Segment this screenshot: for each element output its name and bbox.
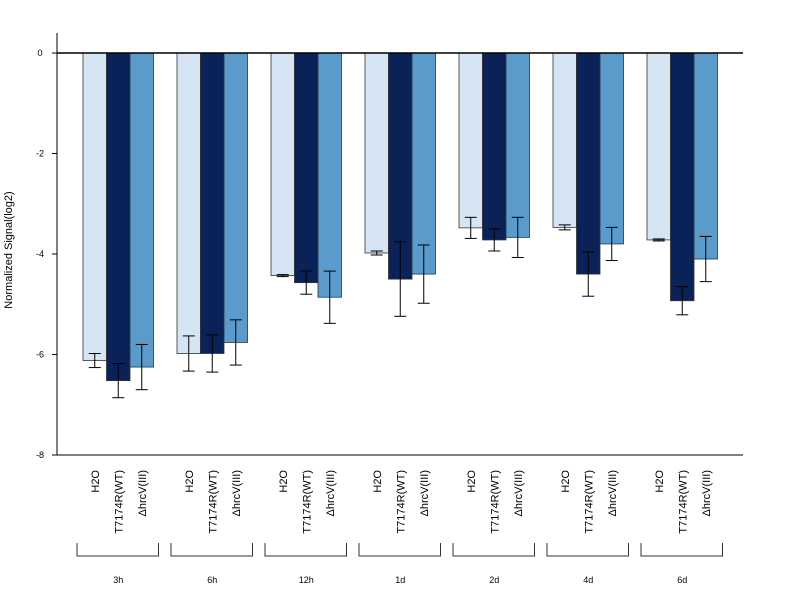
group-bracket [170,543,253,557]
group-label: 6h [207,575,217,585]
bar [552,52,577,228]
bar [223,52,248,343]
y-axis: 0 -2 -4 -6 -8 [36,32,58,460]
group-bracket [546,543,629,557]
bar [294,52,319,284]
y-tick-label: -6 [36,350,44,360]
group-label: 3h [113,575,123,585]
condition-label: H2O [278,470,290,493]
group-label: 2d [489,575,499,585]
condition-label: ΔhrcV(III) [701,470,713,516]
condition-label: T7174R(WT) [207,470,219,534]
bar [270,52,295,277]
condition-label: H2O [90,470,102,493]
condition-label: ΔhrcV(III) [419,470,431,516]
condition-label: ΔhrcV(III) [513,470,525,516]
condition-label: T7174R(WT) [583,470,595,534]
condition-label: H2O [184,470,196,493]
group-bracket [264,543,347,557]
bar [458,52,483,229]
error-bars-layer [88,216,712,399]
condition-label: T7174R(WT) [677,470,689,534]
x-axis-labels: H2O T7174R(WT) ΔhrcV(III) H2O T7174R(WT) Δhrc… [90,470,713,534]
condition-label: H2O [466,470,478,493]
bar [576,52,601,275]
group-label: 1d [395,575,405,585]
y-tick-label: -8 [36,450,44,460]
y-tick-label: 0 [37,48,42,58]
bar [317,52,342,298]
bar [482,52,507,241]
bar [505,52,530,238]
group-brackets: 3h 6h 12h 1d 2d 4d 6d [76,543,723,585]
bar [670,52,695,302]
bar [411,52,436,275]
condition-label: T7174R(WT) [395,470,407,534]
group-bracket [76,543,159,557]
condition-label: ΔhrcV(III) [607,470,619,516]
bars-layer [82,52,718,382]
y-tick-label: -4 [36,249,44,259]
condition-label: H2O [654,470,666,493]
condition-label: ΔhrcV(III) [231,470,243,516]
group-label: 4d [583,575,593,585]
bar [200,52,225,354]
group-bracket [358,543,441,557]
bar [693,52,718,260]
condition-label: T7174R(WT) [489,470,501,534]
bar [82,52,107,361]
group-bracket [640,543,723,557]
condition-label: ΔhrcV(III) [325,470,337,516]
bar [129,52,154,368]
bar [106,52,131,382]
group-bracket [452,543,535,557]
bar [599,52,624,245]
bar [364,52,389,254]
group-label: 12h [299,575,314,585]
condition-label: H2O [372,470,384,493]
bar [646,52,671,241]
y-tick-label: -2 [36,149,44,159]
condition-label: ΔhrcV(III) [137,470,149,516]
y-axis-label: Normalized Signal(log2) [3,191,15,308]
condition-label: T7174R(WT) [301,470,313,534]
bar [176,52,201,354]
condition-label: T7174R(WT) [113,470,125,534]
group-label: 6d [677,575,687,585]
condition-label: H2O [560,470,572,493]
